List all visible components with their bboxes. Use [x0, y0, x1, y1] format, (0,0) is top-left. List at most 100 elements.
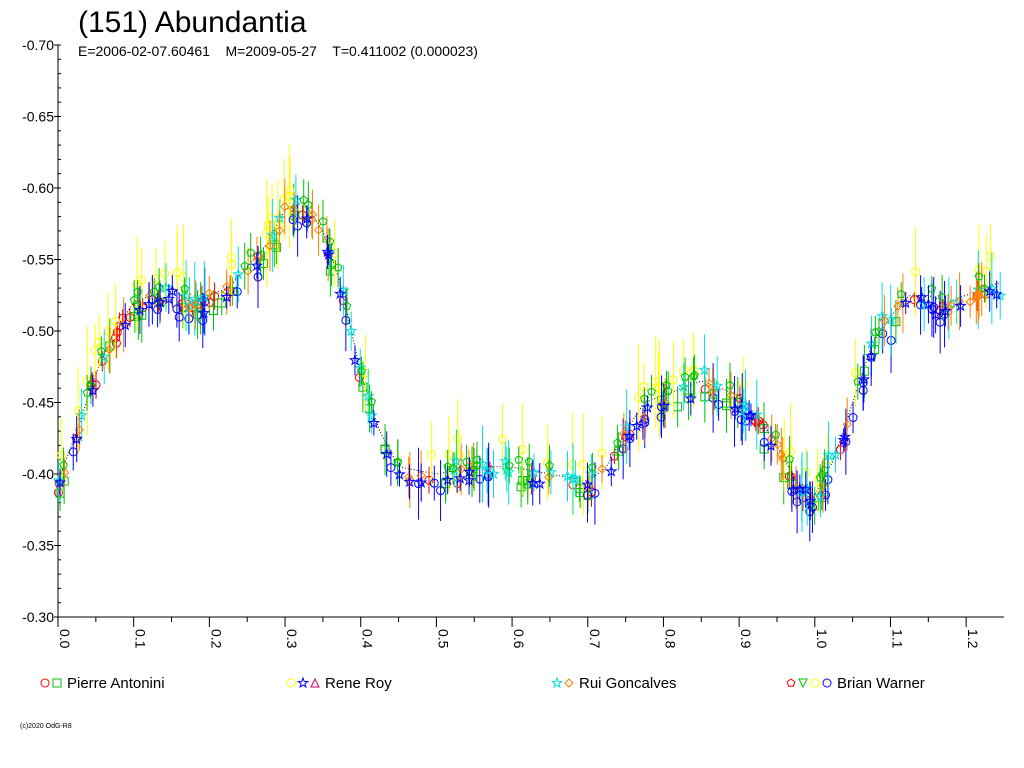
- marker-square: [290, 210, 300, 220]
- marker-circle: [911, 267, 921, 277]
- marker-square: [380, 445, 390, 455]
- x-tick-label: 0.8: [662, 629, 678, 649]
- marker-pentagon: [96, 346, 106, 355]
- marker-star: [657, 399, 671, 412]
- legend-item: Rene Roy: [286, 675, 392, 692]
- legend: Pierre Antonini Rene Roy Rui Goncalves Bria…: [40, 675, 925, 692]
- marker-star: [403, 475, 416, 488]
- marker-diamond: [289, 205, 299, 215]
- marker-star: [814, 489, 827, 502]
- marker-circle: [285, 185, 295, 195]
- marker-circle: [634, 393, 644, 403]
- y-tick-label: -0.50: [22, 323, 54, 339]
- marker-star: [53, 475, 67, 488]
- copyright-text: (c)2020 OdG-R8: [20, 723, 72, 730]
- marker-pentagon: [817, 469, 827, 479]
- marker-star: [487, 467, 500, 480]
- marker-circle: [475, 474, 485, 484]
- marker-circle: [174, 312, 184, 322]
- marker-diamond: [893, 301, 903, 312]
- marker-circle: [498, 434, 508, 444]
- marker-pentagon: [240, 261, 250, 270]
- marker-circle: [823, 475, 833, 485]
- marker-star: [884, 313, 897, 325]
- marker-circle: [68, 447, 78, 457]
- marker-star: [605, 464, 618, 477]
- marker-circle: [453, 433, 463, 443]
- x-tick-label: 1.0: [814, 629, 830, 649]
- marker-circle: [654, 383, 664, 393]
- marker-diamond: [954, 296, 965, 306]
- marker-circle: [848, 413, 858, 423]
- marker-pentagon: [180, 284, 190, 293]
- marker-star: [929, 308, 942, 321]
- marker-star: [75, 408, 88, 421]
- marker-star: [793, 482, 807, 495]
- marker-square: [358, 382, 368, 392]
- marker-triangle: [310, 677, 320, 688]
- marker-diamond: [619, 429, 629, 439]
- marker-circle: [227, 260, 237, 270]
- marker-star: [367, 416, 380, 429]
- marker-pentagon: [367, 397, 376, 406]
- marker-square: [208, 305, 218, 315]
- marker-pentagon: [896, 289, 906, 298]
- marker-pentagon: [771, 430, 781, 439]
- marker-star: [380, 447, 393, 460]
- marker-diamond: [59, 467, 70, 478]
- x-tick-label: 0.1: [133, 629, 149, 649]
- marker-pentagon: [680, 372, 690, 381]
- marker-diamond: [597, 464, 607, 474]
- x-tick-label: 1.1: [889, 629, 905, 649]
- marker-pentagon: [815, 473, 825, 482]
- marker-circle: [759, 437, 769, 447]
- marker-star: [500, 463, 514, 476]
- marker-star: [698, 363, 711, 376]
- marker-circle: [232, 287, 242, 297]
- marker-star: [623, 429, 636, 442]
- legend-label: Rui Goncalves: [579, 675, 677, 692]
- marker-pentagon: [613, 438, 622, 447]
- marker-circle: [179, 272, 189, 282]
- marker-star: [829, 448, 842, 461]
- marker-star: [296, 676, 310, 689]
- y-tick-label: -0.60: [22, 180, 54, 196]
- marker-circle: [160, 268, 170, 278]
- marker-diamond: [403, 472, 414, 482]
- marker-star: [865, 349, 878, 362]
- marker-star: [333, 287, 347, 300]
- marker-star: [822, 448, 835, 461]
- marker-star: [915, 290, 928, 303]
- marker-circle: [779, 450, 789, 460]
- marker-circle: [94, 337, 104, 347]
- axes: -0.70 -0.65 -0.60 -0.55 -0.50 -0.45 -0.40 -0.35…: [22, 37, 1004, 649]
- marker-star: [52, 474, 65, 486]
- marker-diamond: [564, 678, 574, 688]
- marker-star: [804, 494, 817, 507]
- marker-circle: [253, 272, 263, 282]
- marker-star: [787, 483, 800, 496]
- marker-star: [630, 419, 643, 432]
- marker-circle: [618, 444, 628, 454]
- marker-circle: [590, 488, 600, 498]
- legend-label: Brian Warner: [837, 675, 925, 692]
- y-tick-label: -0.35: [22, 538, 54, 554]
- marker-circle: [640, 414, 650, 424]
- marker-circle: [172, 304, 182, 314]
- marker-circle: [111, 316, 121, 326]
- marker-diamond: [307, 209, 318, 220]
- marker-star: [266, 228, 279, 241]
- marker-circle: [40, 678, 50, 688]
- marker-circle: [738, 379, 748, 389]
- marker-pentagon: [725, 380, 735, 389]
- marker-star: [153, 295, 167, 308]
- marker-diamond: [313, 225, 324, 235]
- x-tick-label: 0.2: [208, 629, 224, 649]
- marker-diamond: [879, 315, 890, 326]
- x-tick-label: 0.6: [511, 629, 527, 649]
- x-tick-label: 1.2: [965, 629, 981, 649]
- marker-pentagon: [472, 455, 482, 464]
- marker-circle: [714, 399, 724, 409]
- marker-star: [954, 299, 967, 312]
- marker-star: [300, 212, 314, 224]
